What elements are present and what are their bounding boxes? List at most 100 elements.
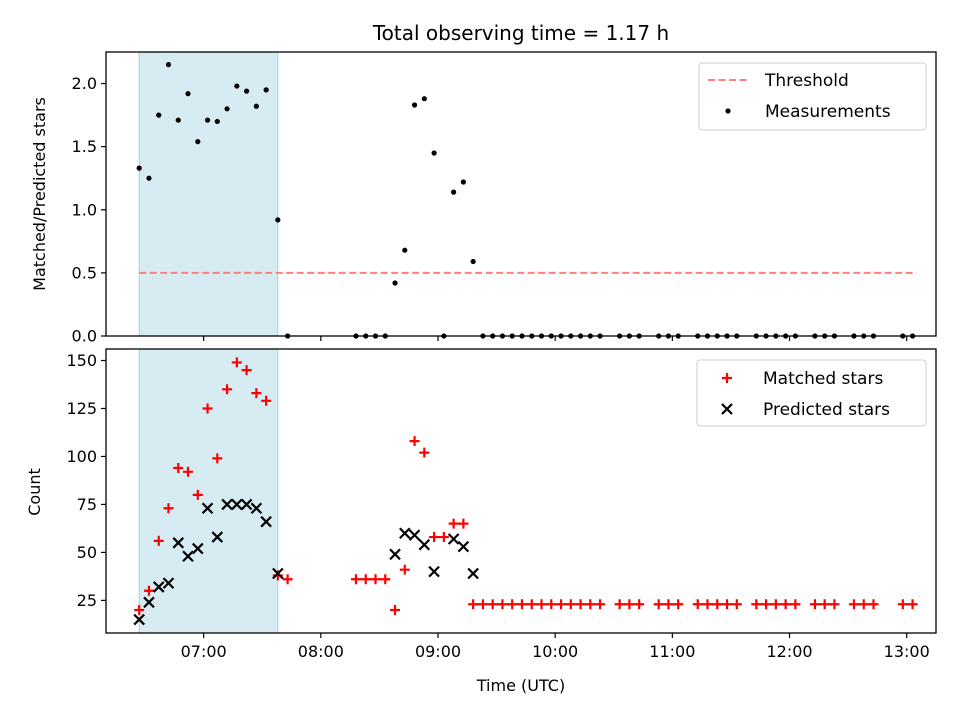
bottom-predicted-point xyxy=(231,498,243,511)
bottom-matched-point xyxy=(390,604,401,615)
bottom-legend: Matched stars Predicted stars xyxy=(696,359,927,427)
top-measurement-point xyxy=(275,217,281,223)
bottom-matched-point xyxy=(907,599,918,610)
top-ytick-label: 1.5 xyxy=(72,137,97,156)
bottom-panel-xlabel: Time (UTC) xyxy=(476,676,565,695)
bottom-matched-point xyxy=(173,462,184,473)
top-legend: Threshold Measurements xyxy=(698,62,927,131)
bottom-matched-point xyxy=(770,599,781,610)
bottom-matched-point xyxy=(868,599,879,610)
top-measurement-point xyxy=(244,88,250,94)
top-measurement-point xyxy=(204,117,211,123)
bottom-matched-point xyxy=(595,599,606,610)
bottom-matched-point xyxy=(477,599,488,610)
bottom-predicted-point xyxy=(162,577,175,589)
bottom-predicted-point xyxy=(192,542,204,555)
top-measurement-point xyxy=(224,106,230,112)
bottom-predicted-point xyxy=(467,567,479,580)
bottom-predicted-point xyxy=(447,533,460,545)
bottom-matched-point xyxy=(809,599,820,610)
bottom-matched-point xyxy=(546,599,557,610)
bottom-matched-point xyxy=(448,518,459,529)
bottom-predicted-point xyxy=(152,581,165,593)
top-measurement-point xyxy=(460,179,466,185)
bottom-matched-point xyxy=(438,532,449,543)
bottom-predicted-point xyxy=(389,548,401,561)
bottom-matched-point xyxy=(163,503,174,514)
top-measurement-point xyxy=(263,87,269,93)
top-highlight-span xyxy=(138,51,279,337)
top-legend-box xyxy=(698,62,927,131)
top-measurement-point xyxy=(402,247,408,253)
bottom-xtick-label: 09:00 xyxy=(415,642,461,661)
bottom-matched-point xyxy=(702,599,713,610)
bottom-matched-point xyxy=(663,599,674,610)
bottom-panel: 25 50 75 100 125 150 07:00 08:00 09:00 10:00 11:00… xyxy=(66,348,937,661)
legend-matched-label: Matched stars xyxy=(763,369,883,389)
top-measurement-point xyxy=(421,96,427,102)
bottom-highlight-span xyxy=(138,348,279,634)
bottom-matched-point xyxy=(712,599,723,610)
bottom-predicted-point xyxy=(428,565,440,578)
bottom-predicted-point xyxy=(399,527,411,539)
legend-predicted-label: Predicted stars xyxy=(763,400,890,420)
top-measurement-point xyxy=(165,62,172,68)
bottom-matched-point xyxy=(761,599,772,610)
bottom-matched-point xyxy=(751,599,762,610)
bottom-ytick-label: 125 xyxy=(66,399,97,418)
bottom-matched-point xyxy=(241,365,252,376)
bottom-matched-point xyxy=(790,599,801,610)
top-measurement-point xyxy=(470,258,476,265)
bottom-matched-point xyxy=(507,599,518,610)
bottom-matched-point xyxy=(409,436,420,447)
top-measurement-point xyxy=(214,118,220,125)
bottom-matched-point xyxy=(380,574,391,585)
bottom-matched-point xyxy=(487,599,498,610)
top-measurement-point xyxy=(253,103,259,109)
bottom-matched-point xyxy=(261,395,272,406)
bottom-predicted-point xyxy=(418,538,431,551)
bottom-xtick-label: 10:00 xyxy=(532,642,578,661)
bottom-axes-frame xyxy=(105,348,937,634)
bottom-matched-point xyxy=(819,599,830,610)
top-measurement-point xyxy=(234,83,240,89)
bottom-predicted-point xyxy=(182,550,194,563)
top-measurement-point xyxy=(451,189,457,195)
bottom-matched-point xyxy=(897,599,908,610)
bottom-matched-point xyxy=(536,599,547,610)
bottom-predicted-point xyxy=(172,537,185,549)
bottom-matched-point xyxy=(350,574,361,585)
bottom-matched-point xyxy=(575,599,586,610)
bottom-matched-point xyxy=(526,599,537,610)
bottom-matched-point xyxy=(231,357,242,368)
bottom-matched-point xyxy=(497,599,508,610)
bottom-predicted-point xyxy=(457,540,470,553)
legend-measurement-label: Measurements xyxy=(765,102,891,122)
bottom-predicted-point xyxy=(408,529,421,541)
bottom-matched-point xyxy=(516,599,527,610)
top-measurement-point xyxy=(431,150,437,156)
bottom-matched-point xyxy=(153,535,164,546)
bottom-ytick-label: 100 xyxy=(66,447,97,466)
bottom-predicted-point xyxy=(260,515,272,528)
top-measurement-point xyxy=(136,165,142,171)
bottom-ytick-label: 150 xyxy=(66,351,97,370)
bottom-predicted-point xyxy=(143,596,155,609)
bottom-matched-point xyxy=(731,599,742,610)
bottom-matched-point xyxy=(429,532,440,543)
legend-predicted-swatch xyxy=(721,403,733,415)
top-panel: 0.0 0.5 1.0 1.5 2.0 Threshold Measurements xyxy=(72,51,937,346)
bottom-ytick-label: 50 xyxy=(77,543,97,562)
bottom-matched-point xyxy=(653,599,664,610)
top-ytick-label: 0.0 xyxy=(72,327,97,346)
bottom-matched-point xyxy=(556,599,567,610)
top-measurement-point xyxy=(185,91,191,97)
bottom-legend-box xyxy=(696,359,927,427)
top-measurement-point xyxy=(195,139,201,145)
legend-matched-swatch xyxy=(722,373,732,383)
bottom-matched-point xyxy=(282,574,293,585)
top-ytick-label: 2.0 xyxy=(72,74,97,93)
bottom-matched-point xyxy=(673,599,684,610)
bottom-xtick-label: 12:00 xyxy=(766,642,812,661)
